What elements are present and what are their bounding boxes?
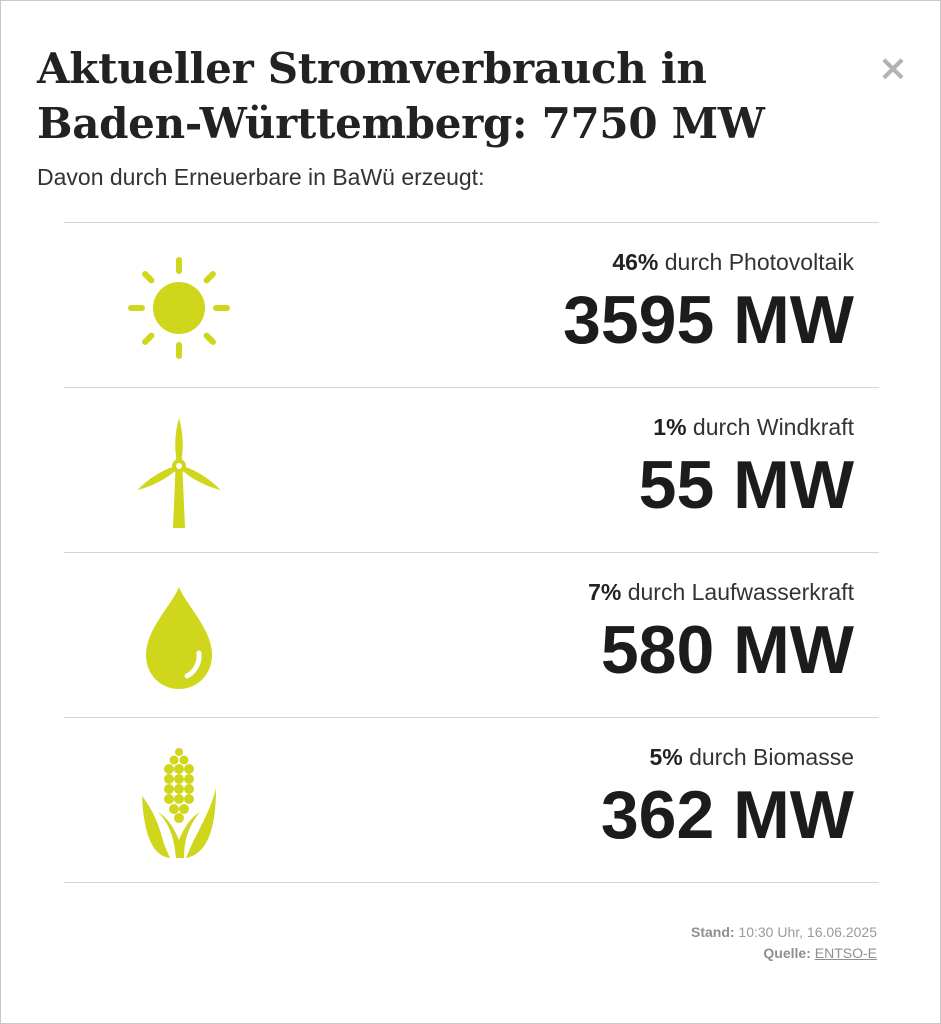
page-title: Aktueller Stromverbrauch in Baden-Württe… <box>37 44 765 148</box>
share-percent: 46% <box>612 249 659 275</box>
list-item: 5% durch Biomasse 362 MW <box>64 717 879 883</box>
list-item: 7% durch Laufwasserkraft 580 MW <box>64 552 879 717</box>
share-percent: 5% <box>649 744 683 770</box>
power-value: 55 MW <box>638 447 854 523</box>
power-value: 3595 MW <box>563 282 854 358</box>
timestamp: Stand: 10:30 Uhr, 16.06.2025 <box>691 922 877 943</box>
share-text: 46% durch Photovoltaik <box>612 249 854 276</box>
share-label: durch Windkraft <box>686 414 854 440</box>
stand-label: Stand: <box>690 924 735 940</box>
share-percent: 1% <box>653 414 687 440</box>
list-item: 46% durch Photovoltaik 3595 MW <box>64 222 879 387</box>
stand-value: 10:30 Uhr, 16.06.2025 <box>734 924 877 940</box>
subtitle: Davon durch Erneuerbare in BaWü erzeugt: <box>37 164 485 190</box>
power-value: 580 MW <box>600 612 854 688</box>
share-label: durch Laufwasserkraft <box>621 579 854 605</box>
share-text: 7% durch Laufwasserkraft <box>588 579 854 606</box>
water-drop-icon <box>124 583 234 693</box>
source: Quelle: ENTSO-E <box>691 943 877 964</box>
footer: Stand: 10:30 Uhr, 16.06.2025 Quelle: ENT… <box>691 922 877 964</box>
corn-icon <box>124 748 234 858</box>
sun-icon <box>124 253 234 363</box>
close-icon[interactable]: × <box>877 48 909 89</box>
energy-source-list: 46% durch Photovoltaik 3595 MW 1% durch … <box>64 222 879 883</box>
share-text: 5% durch Biomasse <box>649 744 854 771</box>
source-label: Quelle: <box>763 945 811 961</box>
share-label: durch Biomasse <box>682 744 854 770</box>
share-label: durch Photovoltaik <box>658 249 854 275</box>
source-link[interactable]: ENTSO-E <box>814 945 877 961</box>
wind-turbine-icon <box>124 418 234 528</box>
share-percent: 7% <box>588 579 622 605</box>
share-text: 1% durch Windkraft <box>653 414 854 441</box>
list-item: 1% durch Windkraft 55 MW <box>64 387 879 552</box>
power-value: 362 MW <box>600 777 854 853</box>
